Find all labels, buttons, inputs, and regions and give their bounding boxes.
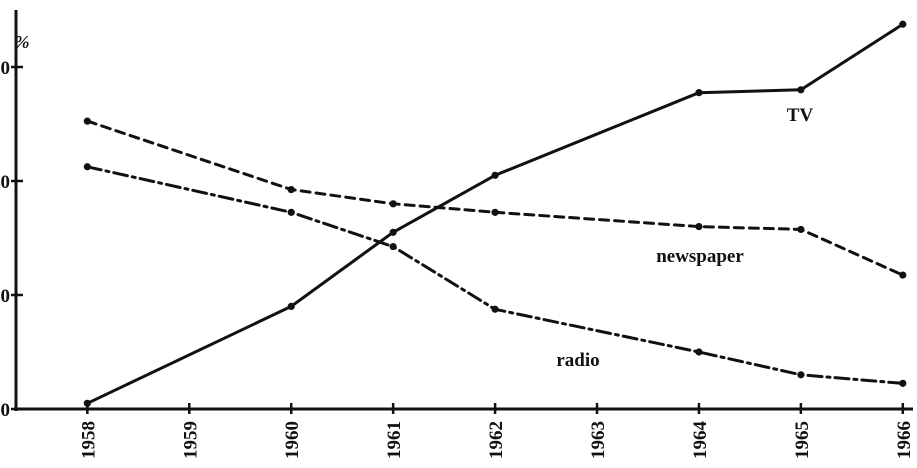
y-tick-label: 0 xyxy=(1,400,11,421)
data-point-newspaper xyxy=(695,223,703,231)
data-point-radio xyxy=(83,163,91,171)
data-point-newspaper xyxy=(797,225,805,234)
y-tick-label: 60 xyxy=(0,58,10,79)
data-point-radio xyxy=(491,305,499,313)
data-point-newspaper xyxy=(389,200,397,208)
data-point-tv xyxy=(695,89,703,97)
data-point-radio xyxy=(899,379,907,387)
x-tick-label: 1964 xyxy=(690,421,711,460)
data-point-newspaper xyxy=(491,208,499,216)
data-point-tv xyxy=(83,399,91,407)
x-tick-label: 1962 xyxy=(486,421,507,459)
series-layer xyxy=(83,20,907,407)
data-point-tv xyxy=(899,20,907,28)
series-label-newspaper: newspaper xyxy=(656,246,744,267)
x-tick-label: 1966 xyxy=(894,421,915,459)
x-tick-label: 1959 xyxy=(180,421,201,459)
data-point-tv xyxy=(491,171,499,179)
data-point-newspaper xyxy=(287,185,295,194)
data-point-radio xyxy=(695,348,703,356)
labels-layer: TV newspaper radio xyxy=(556,105,813,371)
x-tick-label: 1963 xyxy=(588,421,609,459)
y-tick-label: 40 xyxy=(0,172,10,193)
x-tick-label: 1958 xyxy=(78,421,99,459)
series-label-tv: TV xyxy=(787,105,814,126)
data-point-tv xyxy=(797,86,805,94)
data-point-radio xyxy=(389,242,397,251)
data-point-tv xyxy=(287,302,295,310)
data-point-tv xyxy=(389,228,397,236)
axes: 0 20 40 60% 1958 1959 1960 1961 1962 1963 1964 1965… xyxy=(0,10,915,459)
y-tick-label: 20 xyxy=(0,286,10,307)
series-line-radio xyxy=(85,165,905,385)
data-point-newspaper xyxy=(899,271,907,279)
x-tick-label: 1965 xyxy=(792,421,813,459)
y-axis-unit-label: % xyxy=(15,32,30,52)
x-tick-label: 1961 xyxy=(384,421,405,459)
series-line-newspaper xyxy=(85,119,905,277)
series-label-radio: radio xyxy=(556,350,599,371)
data-point-radio xyxy=(287,208,295,216)
data-point-radio xyxy=(797,371,805,379)
x-tick-label: 1960 xyxy=(282,421,303,459)
data-point-newspaper xyxy=(83,117,91,125)
